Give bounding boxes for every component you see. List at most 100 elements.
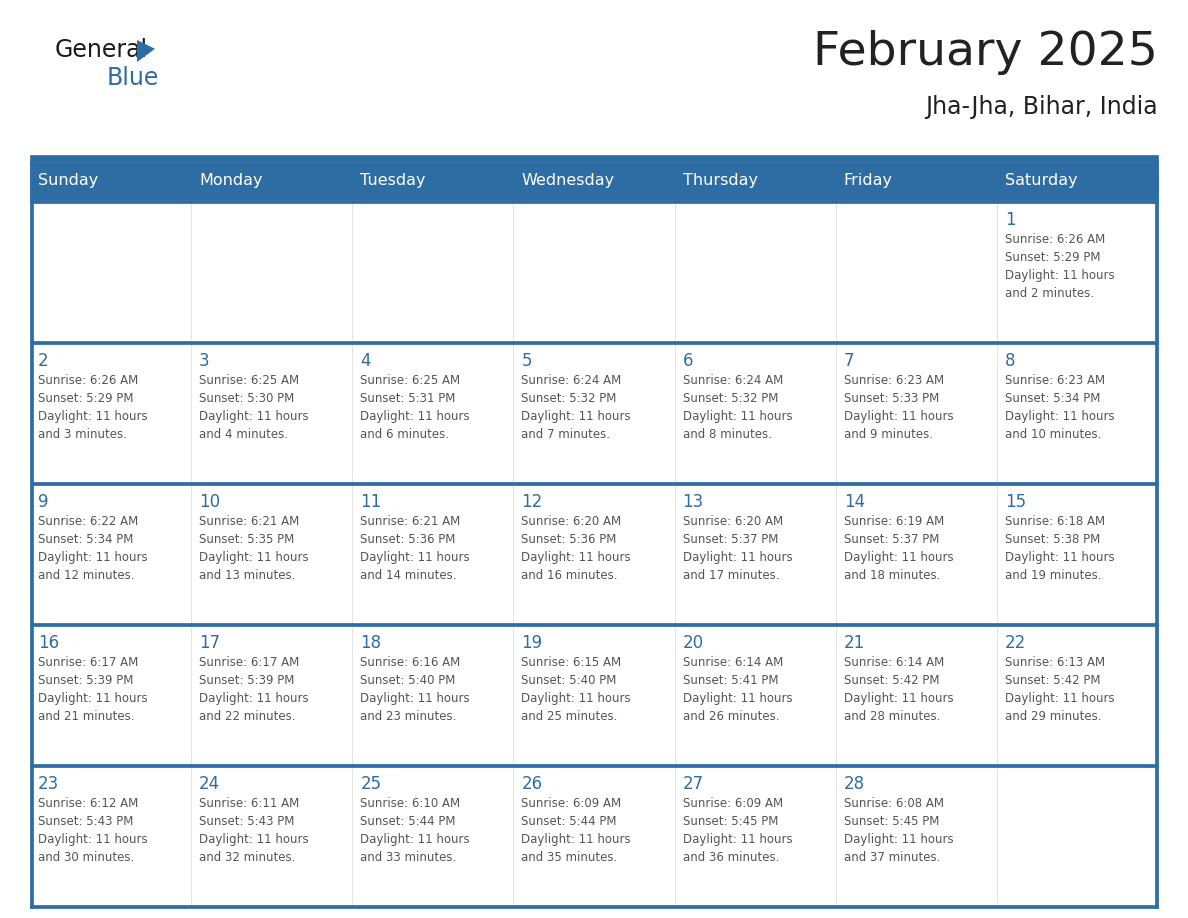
Bar [30, 341, 1158, 344]
Bar [835, 626, 997, 764]
Text: Daylight: 11 hours: Daylight: 11 hours [200, 551, 309, 564]
Text: Sunset: 5:45 PM: Sunset: 5:45 PM [843, 815, 939, 828]
Bar [997, 344, 1158, 482]
Text: Sunrise: 6:22 AM: Sunrise: 6:22 AM [38, 515, 138, 528]
Text: Sunset: 5:37 PM: Sunset: 5:37 PM [843, 533, 939, 546]
Text: and 23 minutes.: and 23 minutes. [360, 710, 456, 723]
Text: Daylight: 11 hours: Daylight: 11 hours [38, 692, 147, 705]
Text: 4: 4 [360, 352, 371, 370]
Text: Sunset: 5:40 PM: Sunset: 5:40 PM [360, 674, 456, 687]
Bar [30, 162, 1158, 200]
Bar [30, 203, 191, 341]
Text: and 16 minutes.: and 16 minutes. [522, 569, 618, 582]
Bar [675, 344, 835, 482]
Text: Daylight: 11 hours: Daylight: 11 hours [1005, 410, 1114, 423]
Text: February 2025: February 2025 [813, 30, 1158, 75]
Text: Sunset: 5:34 PM: Sunset: 5:34 PM [1005, 392, 1100, 405]
Text: Sunrise: 6:24 AM: Sunrise: 6:24 AM [522, 374, 621, 387]
Bar [30, 482, 1158, 485]
Text: 5: 5 [522, 352, 532, 370]
Text: and 21 minutes.: and 21 minutes. [38, 710, 134, 723]
Text: Daylight: 11 hours: Daylight: 11 hours [522, 410, 631, 423]
Text: Daylight: 11 hours: Daylight: 11 hours [38, 551, 147, 564]
Text: Sunrise: 6:23 AM: Sunrise: 6:23 AM [843, 374, 943, 387]
Bar [30, 623, 1158, 626]
Text: Daylight: 11 hours: Daylight: 11 hours [38, 410, 147, 423]
Text: Daylight: 11 hours: Daylight: 11 hours [683, 410, 792, 423]
Text: Daylight: 11 hours: Daylight: 11 hours [1005, 269, 1114, 282]
Text: Blue: Blue [107, 66, 159, 90]
Text: and 19 minutes.: and 19 minutes. [1005, 569, 1101, 582]
Text: Sunset: 5:33 PM: Sunset: 5:33 PM [843, 392, 939, 405]
Text: Sunrise: 6:25 AM: Sunrise: 6:25 AM [200, 374, 299, 387]
Bar [675, 485, 835, 623]
Text: Sunrise: 6:20 AM: Sunrise: 6:20 AM [683, 515, 783, 528]
Bar [513, 203, 675, 341]
Bar [513, 485, 675, 623]
Text: Sunset: 5:39 PM: Sunset: 5:39 PM [200, 674, 295, 687]
Text: and 36 minutes.: and 36 minutes. [683, 851, 779, 864]
Text: General: General [55, 38, 148, 62]
Text: 26: 26 [522, 775, 543, 793]
Text: Sunrise: 6:09 AM: Sunrise: 6:09 AM [522, 797, 621, 810]
Text: and 12 minutes.: and 12 minutes. [38, 569, 134, 582]
Bar [30, 485, 191, 623]
Bar [30, 155, 1158, 162]
Text: and 18 minutes.: and 18 minutes. [843, 569, 940, 582]
Text: Daylight: 11 hours: Daylight: 11 hours [360, 833, 470, 846]
Text: Sunrise: 6:14 AM: Sunrise: 6:14 AM [843, 656, 944, 669]
Text: Daylight: 11 hours: Daylight: 11 hours [522, 692, 631, 705]
Text: Daylight: 11 hours: Daylight: 11 hours [1005, 551, 1114, 564]
Bar [30, 767, 191, 905]
Bar [353, 767, 513, 905]
Bar [513, 344, 675, 482]
Text: Friday: Friday [843, 174, 892, 188]
Text: Sunset: 5:32 PM: Sunset: 5:32 PM [683, 392, 778, 405]
Text: Daylight: 11 hours: Daylight: 11 hours [360, 551, 470, 564]
Text: and 13 minutes.: and 13 minutes. [200, 569, 296, 582]
Text: 6: 6 [683, 352, 693, 370]
Text: Sunrise: 6:24 AM: Sunrise: 6:24 AM [683, 374, 783, 387]
Text: Sunset: 5:29 PM: Sunset: 5:29 PM [38, 392, 133, 405]
Text: Sunrise: 6:21 AM: Sunrise: 6:21 AM [200, 515, 299, 528]
Text: Sunrise: 6:26 AM: Sunrise: 6:26 AM [1005, 233, 1105, 246]
Text: 28: 28 [843, 775, 865, 793]
Text: Daylight: 11 hours: Daylight: 11 hours [843, 692, 953, 705]
Text: Daylight: 11 hours: Daylight: 11 hours [360, 692, 470, 705]
Bar [675, 767, 835, 905]
Text: Sunset: 5:45 PM: Sunset: 5:45 PM [683, 815, 778, 828]
Text: Sunset: 5:34 PM: Sunset: 5:34 PM [38, 533, 133, 546]
Bar [835, 344, 997, 482]
Text: Jha-Jha, Bihar, India: Jha-Jha, Bihar, India [925, 95, 1158, 119]
Text: 14: 14 [843, 493, 865, 511]
Text: Daylight: 11 hours: Daylight: 11 hours [200, 833, 309, 846]
Text: 21: 21 [843, 634, 865, 652]
Text: Daylight: 11 hours: Daylight: 11 hours [683, 692, 792, 705]
Text: Sunset: 5:44 PM: Sunset: 5:44 PM [522, 815, 617, 828]
Text: Daylight: 11 hours: Daylight: 11 hours [522, 833, 631, 846]
Text: and 30 minutes.: and 30 minutes. [38, 851, 134, 864]
Bar [835, 485, 997, 623]
Text: Sunset: 5:44 PM: Sunset: 5:44 PM [360, 815, 456, 828]
Text: Daylight: 11 hours: Daylight: 11 hours [522, 551, 631, 564]
Bar [30, 905, 1158, 908]
Text: Sunset: 5:39 PM: Sunset: 5:39 PM [38, 674, 133, 687]
Text: Sunrise: 6:16 AM: Sunrise: 6:16 AM [360, 656, 461, 669]
Text: Sunrise: 6:10 AM: Sunrise: 6:10 AM [360, 797, 461, 810]
Text: 8: 8 [1005, 352, 1016, 370]
Text: Sunset: 5:32 PM: Sunset: 5:32 PM [522, 392, 617, 405]
Bar [513, 626, 675, 764]
Text: and 22 minutes.: and 22 minutes. [200, 710, 296, 723]
Text: Daylight: 11 hours: Daylight: 11 hours [360, 410, 470, 423]
Bar [835, 767, 997, 905]
Text: Sunrise: 6:23 AM: Sunrise: 6:23 AM [1005, 374, 1105, 387]
Bar [353, 203, 513, 341]
Text: Sunset: 5:30 PM: Sunset: 5:30 PM [200, 392, 295, 405]
Text: 24: 24 [200, 775, 220, 793]
Text: and 17 minutes.: and 17 minutes. [683, 569, 779, 582]
Text: and 10 minutes.: and 10 minutes. [1005, 428, 1101, 441]
Text: Sunset: 5:38 PM: Sunset: 5:38 PM [1005, 533, 1100, 546]
Text: 2: 2 [38, 352, 49, 370]
Text: 10: 10 [200, 493, 220, 511]
Text: Sunrise: 6:21 AM: Sunrise: 6:21 AM [360, 515, 461, 528]
